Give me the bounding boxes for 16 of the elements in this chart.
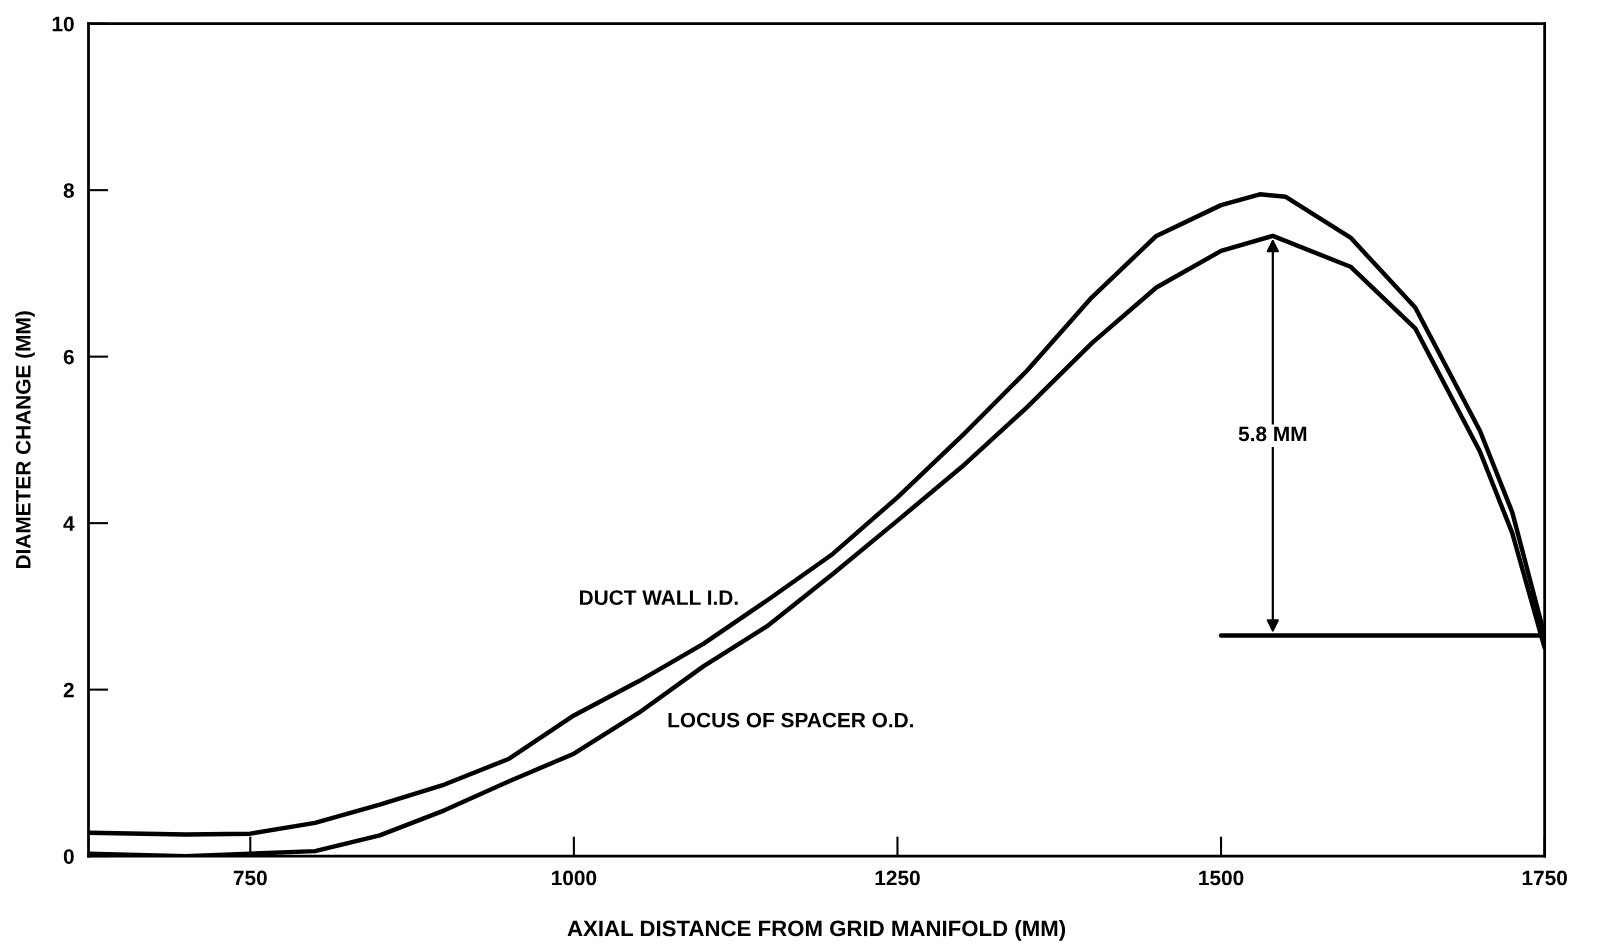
annotation: 5.8 MM (1238, 426, 1307, 442)
x-axis-title: AXIAL DISTANCE FROM GRID MANIFOLD (MM) (567, 920, 1066, 941)
x-tick-label: 1250 (875, 870, 920, 886)
y-tick-label: 0 (63, 849, 74, 864)
y-tick-label: 8 (63, 183, 74, 198)
series-label: LOCUS OF SPACER O.D. (668, 712, 914, 728)
y-tick-label: 2 (63, 682, 74, 698)
y-axis-title: DIAMETER CHANGE (MM) (15, 311, 35, 569)
y-tick-label: 10 (52, 16, 74, 32)
y-tick-label: 4 (63, 516, 75, 531)
x-tick-label: 750 (233, 870, 267, 886)
x-tick-label: 1000 (552, 870, 597, 886)
x-tick-label: 1500 (1199, 870, 1244, 886)
y-tick-label: 6 (63, 349, 74, 365)
series-label: DUCT WALL I.D. (580, 590, 738, 605)
x-tick-label: 1750 (1522, 870, 1567, 886)
